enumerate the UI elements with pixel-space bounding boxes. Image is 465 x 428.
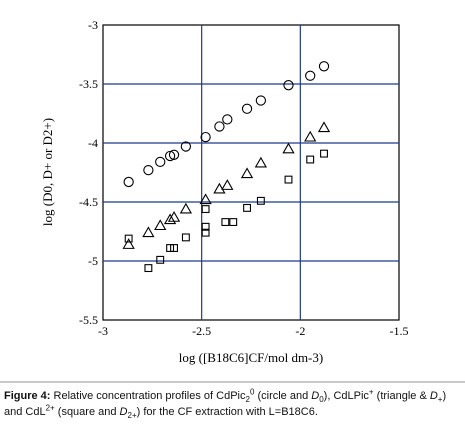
data-point-triangle	[167, 211, 181, 222]
data-point-circle	[241, 103, 253, 114]
caption-sup: +	[368, 387, 374, 397]
data-point-triangle	[122, 238, 135, 249]
x-tick-label: -3	[98, 324, 108, 338]
data-point-square	[243, 203, 252, 212]
caption-text: (square and	[54, 406, 120, 418]
data-point-square	[221, 218, 230, 227]
data-point-triangle	[154, 219, 167, 231]
data-point-triangle	[163, 213, 177, 225]
y-tick-label: -4.5	[79, 195, 98, 209]
data-point-circle	[255, 95, 267, 106]
caption-var: D	[119, 406, 128, 418]
x-axis-title-main: log ([B18C6]CF/mol dm-3)	[179, 350, 323, 365]
y-axis-title-main: log (D0, D+ or D2+)	[40, 118, 55, 226]
caption-sub: 2+	[127, 411, 137, 421]
x-tick-label: -2.5	[192, 324, 211, 338]
data-point-square	[170, 244, 178, 252]
data-point-square	[306, 155, 315, 164]
grid	[103, 25, 399, 320]
data-point-circle	[214, 121, 225, 132]
caption-text: Relative concentration profiles of CdPic	[50, 390, 246, 402]
data-point-triangle	[240, 167, 254, 179]
y-tick-label: -4	[88, 136, 98, 150]
caption-sup: 2+	[45, 403, 55, 413]
data-point-square	[201, 228, 210, 237]
data-point-triangle	[317, 121, 331, 133]
y-tick-label: -5.5	[79, 313, 98, 327]
x-tick-label: -2	[295, 324, 305, 338]
figure-caption: Figure 4: Relative concentration profile…	[0, 381, 465, 428]
data-point-circle	[318, 61, 330, 72]
data-point-circle	[168, 149, 180, 160]
data-point-circle	[143, 164, 154, 176]
data-point-square	[181, 233, 190, 242]
caption-sub: 2	[245, 395, 250, 405]
caption-text: (triangle &	[373, 390, 430, 402]
caption-label: Figure 4:	[4, 390, 51, 402]
data-markers	[122, 61, 331, 273]
caption-sup: 0	[249, 387, 255, 397]
data-point-triangle	[304, 130, 317, 142]
y-tick-label: -5	[88, 254, 98, 268]
data-point-circle	[222, 114, 233, 125]
data-point-circle	[180, 141, 192, 152]
caption-text: (circle and	[254, 390, 312, 402]
chart: -3 -2.5 -2 -1.5 -3 -3.5 -4 -4.5 -5 -5.5 log ([B18…	[40, 18, 409, 365]
plot-area	[102, 24, 400, 321]
data-point-circle	[155, 156, 166, 168]
data-point-circle	[305, 70, 316, 81]
data-point-triangle	[179, 202, 193, 214]
caption-text: ) for the CF extraction with L=B18C6.	[136, 406, 318, 418]
data-point-triangle	[254, 156, 268, 168]
data-point-square	[284, 175, 293, 184]
data-point-triangle	[142, 226, 155, 238]
y-axis-title: log (D0, D+ or D2+)	[40, 118, 55, 226]
caption-sub: +	[437, 395, 443, 405]
data-point-triangle	[221, 179, 234, 190]
caption-var: D	[429, 390, 438, 402]
data-point-triangle	[199, 193, 212, 205]
data-point-square	[256, 196, 265, 205]
data-point-circle	[164, 150, 176, 162]
data-point-square	[320, 149, 328, 158]
data-point-square	[156, 255, 165, 264]
data-point-triangle	[282, 142, 295, 154]
caption-var: D	[311, 390, 320, 402]
caption-text: ), CdLPic	[323, 390, 369, 402]
x-axis-title: log ([B18C6]CF/mol dm-3)	[179, 350, 323, 365]
y-tick-label: -3	[88, 18, 98, 32]
data-point-circle	[283, 80, 294, 91]
data-point-circle	[123, 176, 134, 188]
caption-text: ) and CdL	[4, 390, 447, 418]
data-point-square	[144, 264, 153, 273]
axis-ticks: -3 -2.5 -2 -1.5 -3 -3.5 -4 -4.5 -5 -5.5	[79, 18, 409, 338]
data-point-square	[201, 205, 210, 214]
data-point-circle	[200, 131, 211, 143]
data-point-square	[201, 222, 210, 231]
caption-sub: 0	[319, 395, 324, 405]
x-tick-label: -1.5	[390, 324, 409, 338]
y-tick-label: -3.5	[79, 77, 98, 91]
data-point-square	[124, 234, 133, 243]
data-point-square	[229, 218, 238, 227]
data-point-triangle	[213, 182, 226, 194]
